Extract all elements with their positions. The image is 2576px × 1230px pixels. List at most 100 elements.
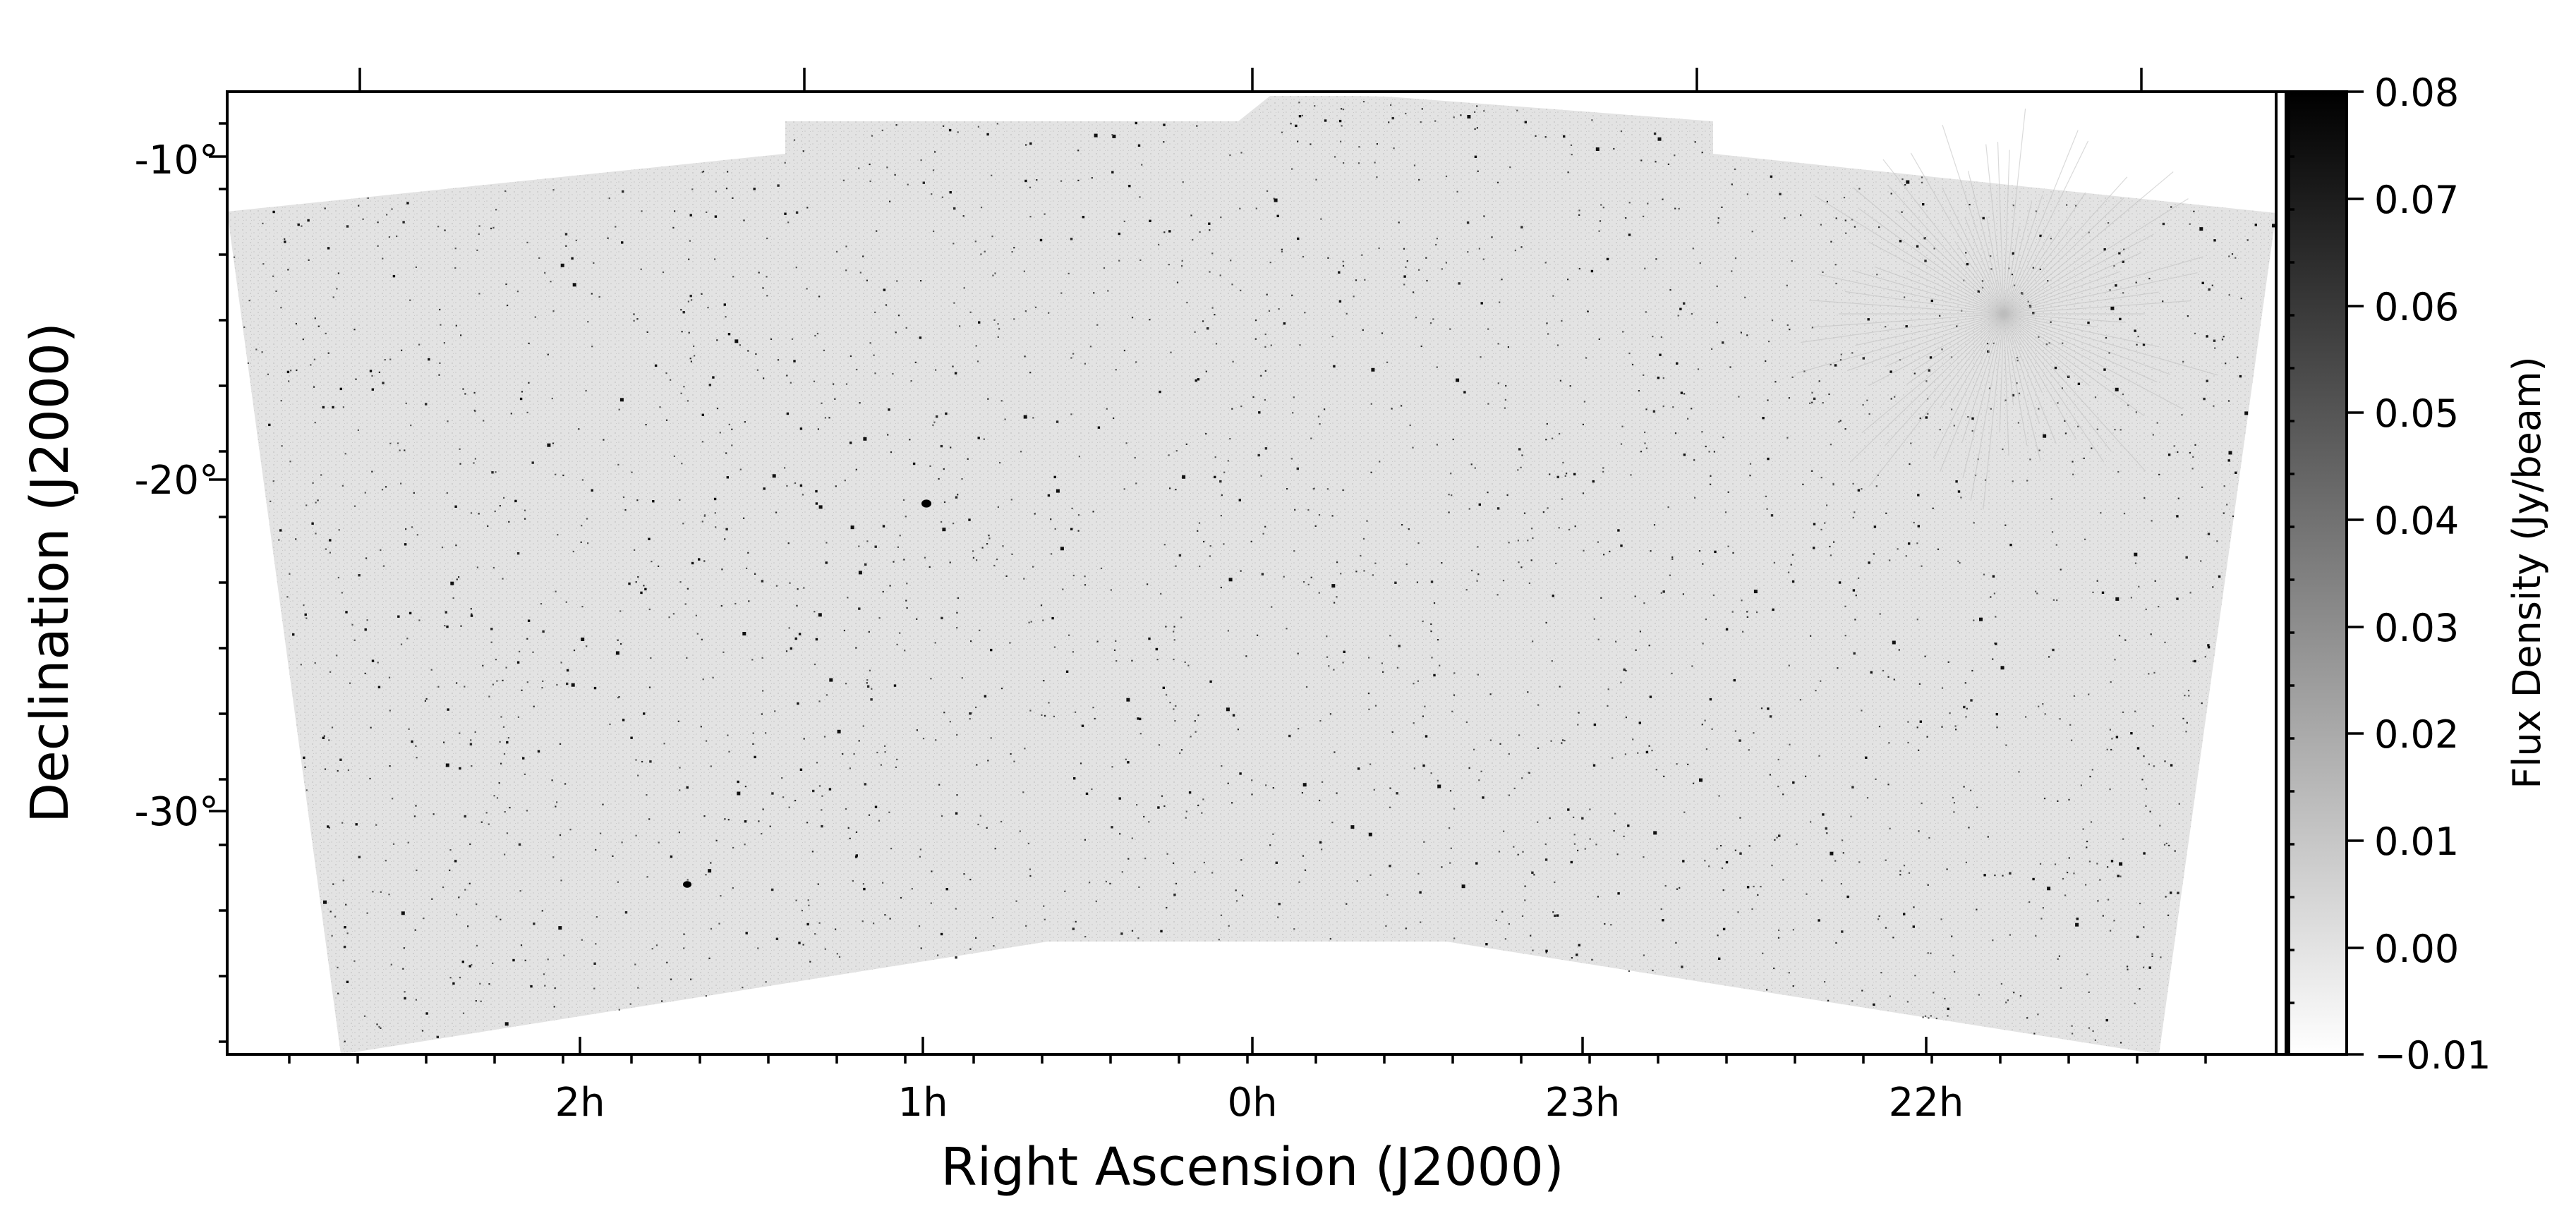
point-source bbox=[1677, 315, 1679, 317]
point-source bbox=[1714, 550, 1717, 554]
point-source bbox=[1571, 154, 1573, 156]
point-source bbox=[1239, 207, 1241, 209]
point-source bbox=[279, 529, 282, 532]
point-source bbox=[1251, 793, 1253, 796]
point-source bbox=[813, 380, 816, 382]
point-source bbox=[389, 442, 392, 444]
point-source bbox=[700, 726, 702, 728]
point-source bbox=[397, 442, 399, 444]
point-source bbox=[421, 1030, 424, 1032]
point-source bbox=[1024, 179, 1027, 183]
point-source bbox=[1649, 695, 1652, 698]
point-source bbox=[317, 499, 319, 501]
point-source bbox=[1521, 777, 1523, 779]
point-source bbox=[635, 759, 637, 761]
point-source bbox=[586, 518, 588, 520]
point-source bbox=[1424, 705, 1426, 707]
point-source bbox=[1778, 929, 1780, 932]
point-source bbox=[1401, 524, 1403, 526]
point-source bbox=[690, 299, 693, 301]
point-source bbox=[622, 496, 625, 499]
point-source bbox=[1842, 839, 1844, 841]
point-source bbox=[837, 729, 841, 733]
point-source bbox=[278, 539, 280, 541]
point-source bbox=[1762, 952, 1764, 954]
point-source bbox=[693, 345, 695, 347]
point-source bbox=[1625, 217, 1627, 219]
point-source bbox=[1753, 732, 1755, 734]
bright-source-artifact bbox=[1796, 108, 2218, 510]
point-source bbox=[2054, 863, 2057, 865]
point-source bbox=[712, 376, 715, 379]
point-source bbox=[1197, 714, 1199, 717]
point-source bbox=[1023, 578, 1025, 580]
point-source bbox=[788, 627, 790, 629]
point-source bbox=[1168, 454, 1170, 456]
point-source bbox=[447, 420, 449, 422]
point-source bbox=[1403, 275, 1406, 278]
point-source bbox=[874, 311, 876, 313]
point-source bbox=[2060, 987, 2062, 989]
point-source bbox=[541, 687, 543, 689]
point-source bbox=[1788, 397, 1790, 399]
point-source bbox=[1293, 928, 1295, 930]
point-source bbox=[1451, 710, 1453, 712]
artifact-ray bbox=[1906, 313, 2004, 385]
point-source bbox=[1933, 992, 1935, 994]
point-source bbox=[1477, 573, 1480, 576]
point-source bbox=[912, 462, 916, 465]
point-source bbox=[1413, 722, 1415, 724]
point-source bbox=[2170, 764, 2173, 767]
point-source bbox=[468, 882, 471, 884]
point-source bbox=[1820, 224, 1822, 226]
point-source bbox=[955, 812, 958, 815]
point-source bbox=[640, 591, 643, 595]
point-source bbox=[2136, 935, 2139, 939]
point-source bbox=[794, 800, 797, 802]
point-source bbox=[2088, 860, 2091, 863]
point-source bbox=[1699, 778, 1703, 782]
point-source bbox=[1293, 550, 1295, 552]
point-source bbox=[1675, 942, 1677, 944]
colorbar-inner-frame bbox=[2275, 90, 2287, 1056]
point-source bbox=[634, 963, 636, 966]
point-source bbox=[790, 647, 792, 650]
point-source bbox=[467, 925, 469, 927]
artifact-ray bbox=[1961, 313, 2004, 444]
point-source bbox=[899, 535, 901, 537]
point-source bbox=[1504, 938, 1506, 940]
point-source bbox=[1329, 938, 1331, 940]
artifact-ray bbox=[2003, 313, 2014, 406]
point-source bbox=[1576, 954, 1578, 956]
point-source bbox=[1498, 851, 1500, 853]
point-source bbox=[1110, 589, 1112, 591]
point-source bbox=[2151, 953, 2153, 955]
point-source bbox=[267, 373, 269, 375]
point-source bbox=[1371, 367, 1375, 372]
point-source bbox=[1286, 488, 1288, 490]
point-source bbox=[1916, 245, 1919, 248]
point-source bbox=[720, 895, 722, 897]
point-source bbox=[1889, 827, 1891, 829]
point-source bbox=[1422, 620, 1424, 623]
point-source bbox=[2091, 447, 2093, 449]
point-source bbox=[424, 700, 426, 702]
point-source bbox=[1927, 413, 1929, 415]
point-source bbox=[1092, 707, 1094, 709]
point-source bbox=[1983, 874, 1986, 877]
point-source bbox=[1149, 319, 1151, 321]
point-source bbox=[707, 307, 709, 309]
point-source bbox=[377, 245, 379, 247]
point-source bbox=[1731, 611, 1734, 613]
point-source bbox=[1620, 544, 1623, 547]
point-source bbox=[2158, 606, 2160, 608]
point-source bbox=[1298, 115, 1302, 118]
point-source bbox=[1832, 484, 1834, 486]
point-source bbox=[963, 873, 965, 875]
point-source bbox=[1930, 952, 1932, 954]
point-source bbox=[1298, 881, 1300, 883]
point-source bbox=[502, 726, 505, 728]
point-source bbox=[672, 226, 675, 229]
point-source bbox=[1023, 270, 1025, 272]
point-source bbox=[519, 397, 523, 401]
